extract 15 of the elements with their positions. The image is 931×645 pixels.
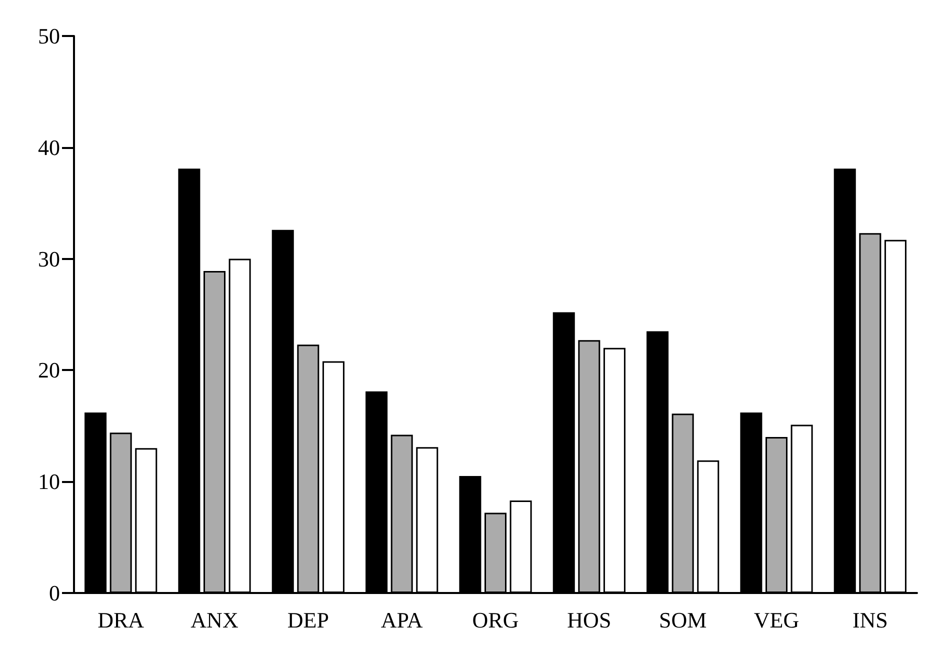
y-tick-label: 10 <box>38 469 60 494</box>
x-tick-label: SOM <box>658 608 707 632</box>
y-tick-label: 30 <box>38 246 60 272</box>
x-tick-label: ORG <box>472 608 519 632</box>
y-tick-label: 20 <box>38 358 60 383</box>
x-tick-label: VEG <box>754 608 800 632</box>
x-tick-label: ANX <box>190 608 238 632</box>
x-tick-label: DEP <box>287 608 329 632</box>
y-tick-label: 0 <box>49 580 60 606</box>
x-tick-label: HOS <box>567 608 612 632</box>
y-tick-label: 50 <box>38 24 60 48</box>
x-tick-label: INS <box>852 608 888 632</box>
y-tick-label: 40 <box>38 134 60 160</box>
x-tick-label: DRA <box>98 608 144 632</box>
x-tick-label: APA <box>380 608 423 632</box>
